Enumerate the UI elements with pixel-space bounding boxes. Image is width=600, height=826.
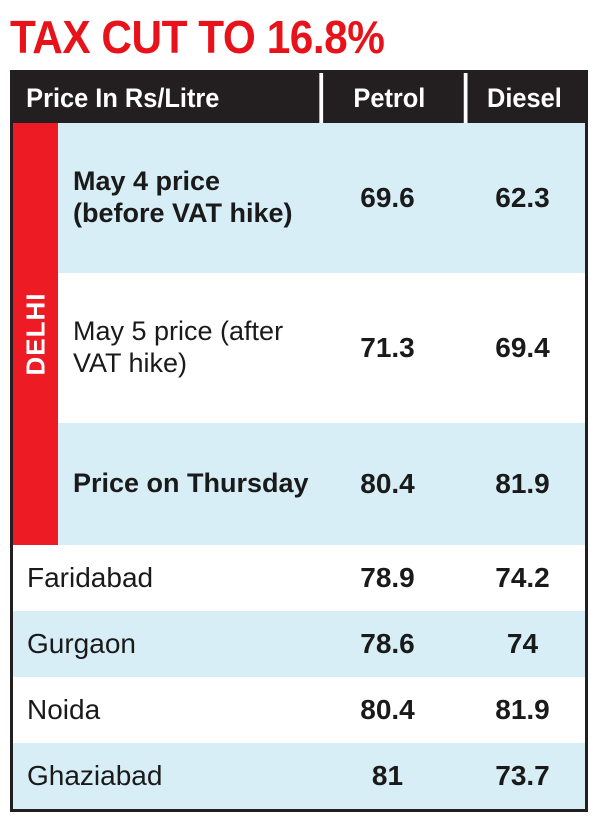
table-row: May 4 price (before VAT hike) 69.6 62.3 xyxy=(13,123,585,273)
row-value-petrol: 80.4 xyxy=(360,694,415,725)
row-label: Faridabad xyxy=(27,562,154,594)
row-value-petrol: 78.6 xyxy=(360,628,415,659)
group-label-delhi: DELHI xyxy=(20,292,50,376)
table-body: DELHI May 4 price (before VAT hike) 69.6… xyxy=(13,123,585,809)
row-label: Noida xyxy=(27,694,101,726)
table-row: May 5 price (after VAT hike) 71.3 69.4 xyxy=(13,273,585,423)
row-value-petrol: 80.4 xyxy=(360,468,415,499)
column-header-petrol: Petrol xyxy=(319,73,455,123)
table-row: Noida 80.4 81.9 xyxy=(13,677,585,743)
row-label: May 4 price (before VAT hike) xyxy=(73,166,293,228)
table-header-row: Price In Rs/Litre Petrol Diesel xyxy=(13,73,585,123)
row-value-diesel: 62.3 xyxy=(495,182,550,213)
table-row: Price on Thursday 80.4 81.9 xyxy=(13,423,585,545)
row-value-diesel: 81.9 xyxy=(495,468,550,499)
row-value-diesel: 74 xyxy=(506,628,539,659)
row-value-petrol: 69.6 xyxy=(360,182,415,213)
table-row: Faridabad 78.9 74.2 xyxy=(13,545,585,611)
price-table: Price In Rs/Litre Petrol Diesel DELHI Ma… xyxy=(10,70,588,812)
row-label: Ghaziabad xyxy=(27,760,163,792)
column-header-diesel: Diesel xyxy=(463,73,582,123)
column-header-label: Price In Rs/Litre xyxy=(26,83,220,113)
row-value-petrol: 71.3 xyxy=(360,332,415,363)
row-value-diesel: 74.2 xyxy=(495,562,550,593)
headline-bar: TAX CUT TO 16.8% xyxy=(10,8,588,66)
group-spine-delhi: DELHI xyxy=(13,123,58,545)
row-value-petrol: 81 xyxy=(371,760,404,791)
row-label: Gurgaon xyxy=(27,628,136,660)
table-row: Gurgaon 78.6 74 xyxy=(13,611,585,677)
row-value-diesel: 81.9 xyxy=(495,694,550,725)
row-label: Price on Thursday xyxy=(73,468,309,499)
row-value-diesel: 73.7 xyxy=(495,760,550,791)
row-value-diesel: 69.4 xyxy=(495,332,550,363)
row-value-petrol: 78.9 xyxy=(360,562,415,593)
row-label: May 5 price (after VAT hike) xyxy=(73,316,284,378)
table-row: Ghaziabad 81 73.7 xyxy=(13,743,585,809)
page-title: TAX CUT TO 16.8% xyxy=(10,11,385,63)
